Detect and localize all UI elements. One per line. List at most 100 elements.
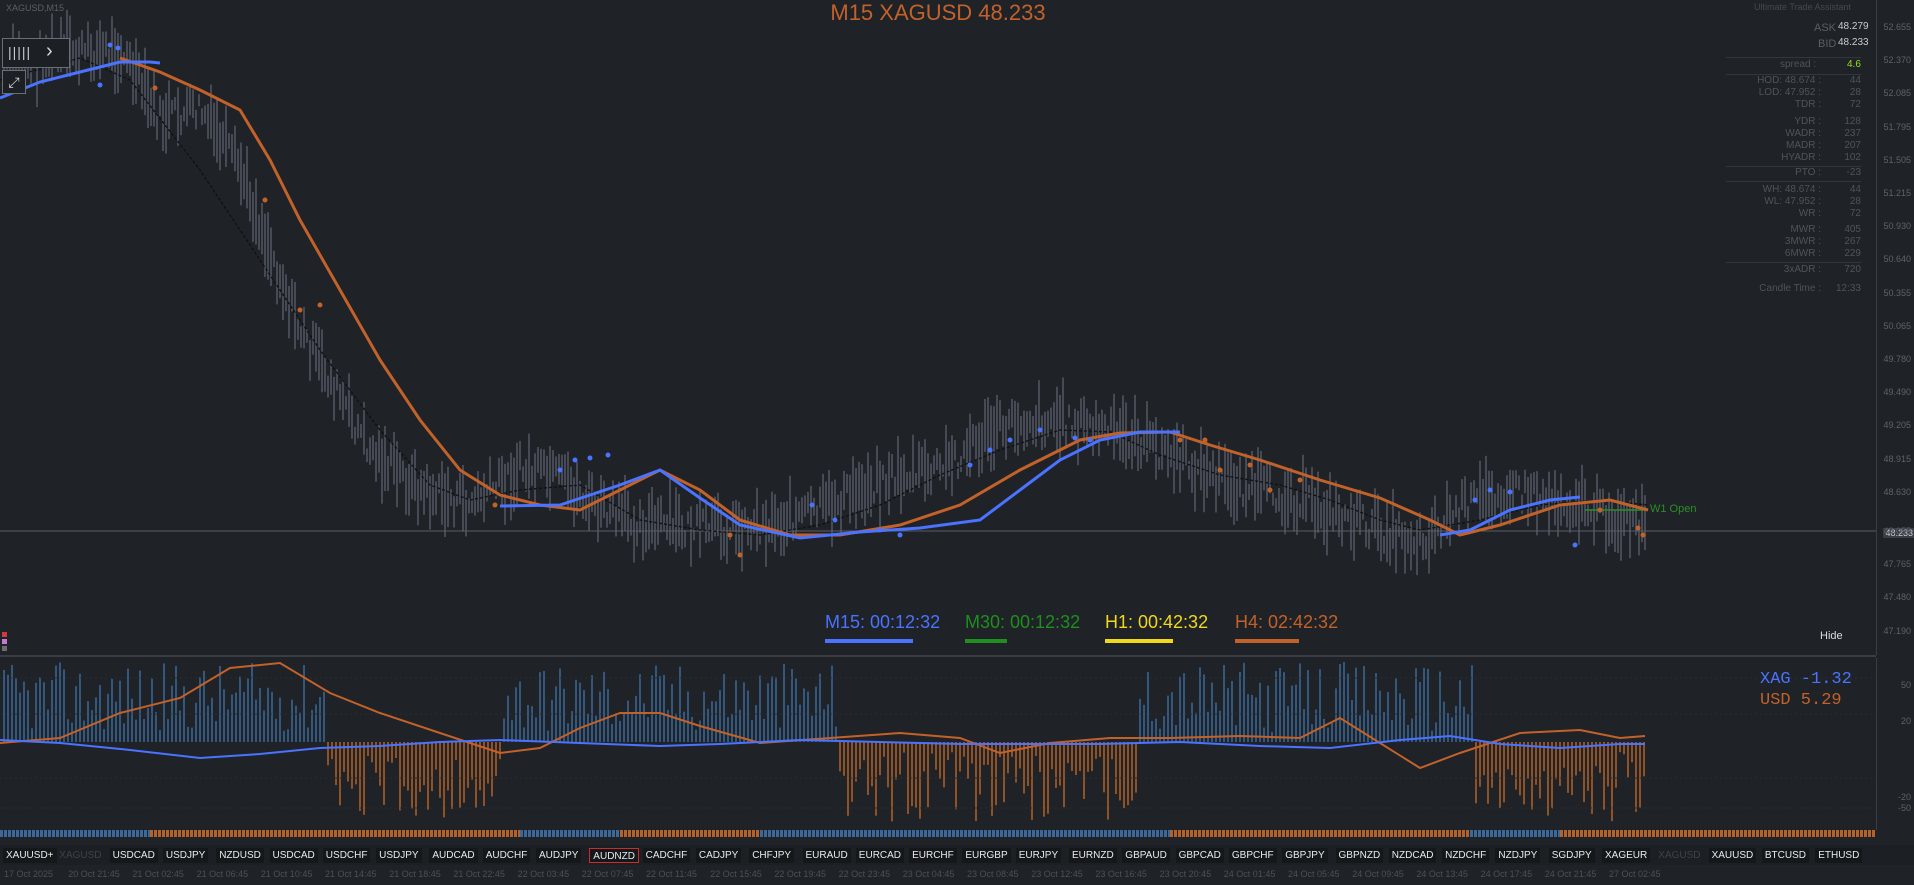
symbol-button[interactable]: EURCAD <box>855 848 905 863</box>
chevron-right-icon[interactable]: › <box>46 40 53 62</box>
divider <box>1726 262 1861 263</box>
symbol-button[interactable]: SGDJPY <box>1548 848 1595 863</box>
symbol-button[interactable]: GBPAUD <box>1122 848 1170 863</box>
price-axis[interactable]: 52.655 52.370 52.085 51.795 51.505 51.215 50.9… <box>1876 0 1914 655</box>
time-tick-label: 22 Oct 23:45 <box>838 869 891 879</box>
navigator-button[interactable] <box>2 38 70 68</box>
buy-signal-dot <box>587 455 593 461</box>
buy-signal-dot <box>97 82 103 88</box>
time-tick-label: 21 Oct 22:45 <box>453 869 505 879</box>
main-price-chart[interactable] <box>0 0 1876 657</box>
sell-signal-dot <box>727 532 733 538</box>
price-tick-label: 52.370 <box>1883 55 1911 66</box>
stat-value: 28 <box>1849 87 1861 98</box>
symbol-button[interactable]: GBPJPY <box>1282 848 1328 863</box>
time-tick-label: 22 Oct 03:45 <box>517 869 570 879</box>
symbol-button[interactable]: XAUUSD+ <box>3 848 57 863</box>
symbol-button[interactable]: EURCHF <box>909 848 957 863</box>
symbol-button[interactable]: EURAUD <box>802 848 851 863</box>
symbol-button[interactable]: USDJPY <box>162 848 209 863</box>
stat-value: 128 <box>1844 116 1861 127</box>
symbol-button[interactable]: NZDCAD <box>1388 848 1437 863</box>
stat-label: WR : <box>1798 208 1821 219</box>
symbol-button[interactable]: CADJPY <box>695 848 742 863</box>
orange-moving-average <box>119 56 1649 537</box>
symbol-button[interactable]: XAGEUR <box>1602 848 1651 863</box>
symbol-button[interactable]: AUDNZD <box>589 848 639 863</box>
trend-segment <box>1560 830 1876 837</box>
symbol-button[interactable]: USDCAD <box>109 848 158 863</box>
price-tick-label: 51.505 <box>1883 154 1911 165</box>
symbol-button[interactable]: NZDJPY <box>1495 848 1541 863</box>
symbol-button[interactable]: USDJPY <box>376 848 422 863</box>
timer-underline <box>825 639 913 643</box>
symbol-button[interactable]: BTCUSD <box>1761 848 1810 863</box>
symbol-button[interactable]: AUDCHF <box>482 848 531 863</box>
symbol-button[interactable]: EURGBP <box>962 848 1011 863</box>
symbol-button[interactable]: EURNZD <box>1069 848 1117 863</box>
blue-moving-average-start <box>0 60 161 100</box>
symbol-button[interactable]: USDCAD <box>269 848 318 863</box>
symbol-button[interactable]: ETHUSD <box>1815 848 1863 863</box>
buy-signal-dot <box>1572 542 1578 548</box>
buy-signal-dot <box>605 452 611 458</box>
stat-value: -23 <box>1846 167 1861 178</box>
sell-signal-dot <box>152 85 158 91</box>
expand-icon[interactable]: ⤢ <box>2 70 26 94</box>
time-tick-label: 23 Oct 16:45 <box>1095 869 1147 879</box>
strength-tick-label: 50 <box>1900 680 1911 690</box>
stat-label: MWR : <box>1790 224 1821 235</box>
symbol-button[interactable]: GBPCHF <box>1228 848 1277 863</box>
price-tick-label: 48.630 <box>1883 486 1911 497</box>
symbol-button[interactable]: AUDCAD <box>429 848 478 863</box>
symbol-button[interactable]: USDCHF <box>322 848 371 863</box>
time-tick-label: 17 Oct 2025 <box>4 869 54 879</box>
symbol-button[interactable]: NZDCHF <box>1442 848 1490 863</box>
bid-label: BID <box>1818 38 1837 50</box>
sell-signal-dot <box>1267 487 1273 493</box>
price-tick-label: 49.780 <box>1883 354 1911 364</box>
stat-label: YDR : <box>1794 116 1821 127</box>
stat-value: 72 <box>1849 208 1861 219</box>
marker-icon <box>2 632 7 637</box>
stat-value: 44 <box>1849 75 1861 86</box>
symbol-button[interactable]: EURJPY <box>1015 848 1062 863</box>
price-tick-label: 47.480 <box>1883 592 1911 603</box>
sell-signal-dot <box>297 307 303 313</box>
symbol-button[interactable]: GBPNZD <box>1335 848 1384 863</box>
chart-symbol-label: XAGUSD,M15 <box>6 3 65 13</box>
symbol-button[interactable]: NZDUSD <box>216 848 264 863</box>
symbol-button[interactable]: XAGUSD <box>1658 850 1701 861</box>
time-tick-label: 24 Oct 13:45 <box>1416 869 1468 879</box>
symbol-button[interactable]: GBPCAD <box>1175 848 1224 863</box>
divider <box>1726 166 1861 167</box>
buy-signal-dot <box>1487 487 1493 493</box>
hide-button[interactable]: Hide <box>1820 630 1843 642</box>
panel-title: Ultimate Trade Assistant <box>1754 2 1852 12</box>
symbol-button[interactable]: AUDJPY <box>536 848 582 863</box>
symbol-button[interactable]: XAUUSD <box>1708 848 1757 863</box>
stat-label: PTO : <box>1795 167 1821 178</box>
stat-label: TDR : <box>1794 99 1821 110</box>
stat-label: 3MWR : <box>1784 236 1821 247</box>
strength-axis: 50 20 -20 -50 <box>1876 658 1914 830</box>
trend-segment <box>0 830 150 837</box>
buy-signal-dot <box>987 447 993 453</box>
usd-strength-line <box>0 661 1646 770</box>
symbol-button[interactable]: XAGUSD <box>59 850 102 861</box>
buy-signal-dot <box>809 502 815 508</box>
time-tick-label: 21 Oct 14:45 <box>325 869 377 879</box>
currency-strength-subwindow[interactable] <box>0 658 1876 830</box>
symbol-button[interactable]: CADCHF <box>642 848 691 863</box>
candle-timer: H4: 02:42:32 <box>1235 612 1339 632</box>
buy-signal-dot <box>572 457 578 463</box>
price-tick-label: 48.915 <box>1883 453 1911 464</box>
buy-signal-dot <box>107 42 113 48</box>
sell-signal-dot <box>1202 437 1208 443</box>
stat-value: 405 <box>1844 224 1861 235</box>
price-tick-label: 48.055 <box>1883 526 1911 536</box>
symbol-button[interactable]: CHFJPY <box>749 848 795 863</box>
buy-signal-dot <box>1472 497 1478 503</box>
stat-value: 720 <box>1844 264 1861 275</box>
trend-segment <box>150 830 520 837</box>
